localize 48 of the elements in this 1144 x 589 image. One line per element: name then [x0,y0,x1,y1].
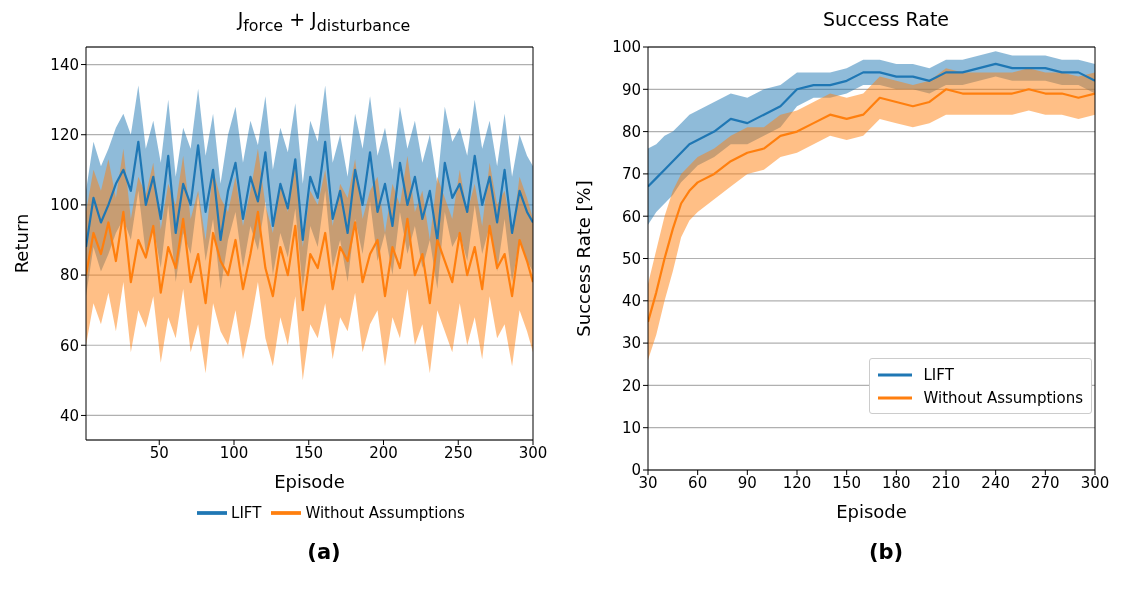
y-tick-label: 20 [621,376,641,395]
legend-label: Without Assumptions [305,503,465,522]
x-axis-title: Episode [274,471,345,492]
x-tick-label: 150 [832,473,861,492]
legend-label: LIFT [923,365,954,384]
y-tick-label: 100 [612,38,641,57]
y-tick-label: 40 [621,292,641,311]
y-tick-label: 30 [621,334,641,353]
y-tick-label: 0 [631,461,641,480]
x-tick-label: 150 [294,443,324,462]
x-tick-label: 50 [149,443,169,462]
chart-title: J$_{force}$ + J$_{disturbance}$ [235,8,412,35]
y-tick-label: 70 [621,165,641,184]
chart-title: Success Rate [821,8,951,32]
x-tick-label: 200 [369,443,398,462]
x-tick-label: 250 [443,443,473,462]
x-tick-label: 270 [1031,473,1060,492]
x-tick-label: 210 [931,473,961,492]
y-tick-label: 60 [621,207,641,226]
x-tick-label: 100 [219,443,249,462]
y-tick-label: 10 [621,419,641,438]
legend-label: Without Assumptions [923,388,1083,407]
y-tick-label: 100 [50,196,79,215]
y-tick-label: 120 [50,126,79,145]
y-axis-title: Success Rate [%] [573,180,595,337]
x-tick-label: 30 [638,473,658,492]
line-series [648,88,1095,324]
y-tick-label: 90 [621,80,641,99]
y-tick-label: 80 [59,266,79,285]
x-tick-label: 180 [882,473,911,492]
y-tick-label: 60 [59,336,79,355]
x-tick-label: 120 [782,473,812,492]
text: (b) [867,540,905,564]
x-tick-label: 240 [981,473,1010,492]
x-tick-label: 60 [688,473,708,492]
y-axis-title: Return [11,213,33,274]
y-tick-label: 80 [621,122,641,141]
line-series [86,210,533,312]
x-tick-label: 300 [518,443,548,462]
legend-label: LIFT [231,503,262,522]
y-tick-label: 40 [59,406,79,425]
x-axis-title: Episode [836,501,907,522]
line-series [648,62,1095,188]
y-tick-label: 50 [621,249,641,268]
x-tick-label: 300 [1080,473,1110,492]
text: (a) [306,540,342,564]
y-tick-label: 140 [50,55,79,74]
x-tick-label: 90 [737,473,757,492]
